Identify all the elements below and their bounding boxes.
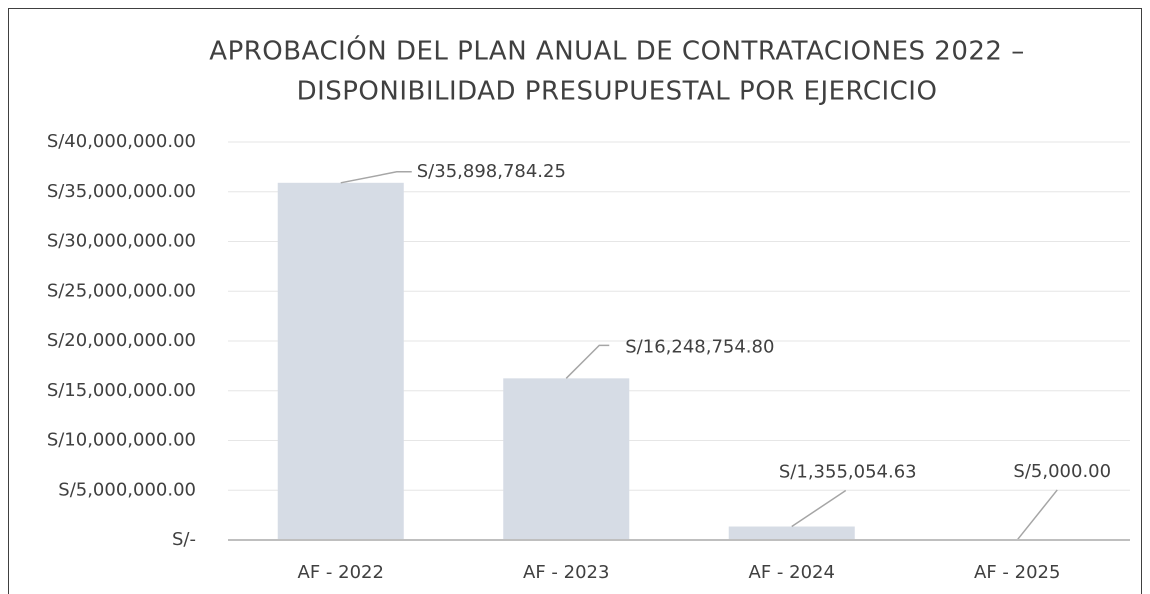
y-tick-label: S/40,000,000.00 [47,131,196,152]
y-tick-label: S/35,000,000.00 [47,181,196,202]
y-tick-label: S/25,000,000.00 [47,280,196,301]
chart-title: DISPONIBILIDAD PRESUPUESTAL POR EJERCICI… [297,77,938,107]
leader-line [565,344,610,379]
leader-line [791,489,847,528]
y-tick-label: S/30,000,000.00 [47,231,196,252]
y-tick-label: S/15,000,000.00 [47,380,196,401]
y-tick-label: S/10,000,000.00 [47,430,196,451]
data-label: S/16,248,754.80 [625,336,774,357]
data-label: S/5,000.00 [1013,461,1111,482]
bar [503,378,630,540]
leader-line [1016,489,1058,541]
bar [728,526,855,540]
chart-title: APROBACIÓN DEL PLAN ANUAL DE CONTRATACIO… [209,35,1024,67]
x-tick-label: AF - 2023 [523,562,609,583]
y-tick-label: S/- [172,529,196,550]
x-tick-label: AF - 2022 [298,562,384,583]
bar [277,182,404,540]
data-label: S/1,355,054.63 [779,462,917,483]
x-tick-label: AF - 2025 [974,562,1060,583]
x-tick-label: AF - 2024 [749,562,835,583]
leader-line [340,171,412,184]
y-tick-label: S/20,000,000.00 [47,330,196,351]
data-label: S/35,898,784.25 [417,161,566,182]
y-tick-label: S/5,000,000.00 [58,479,196,500]
